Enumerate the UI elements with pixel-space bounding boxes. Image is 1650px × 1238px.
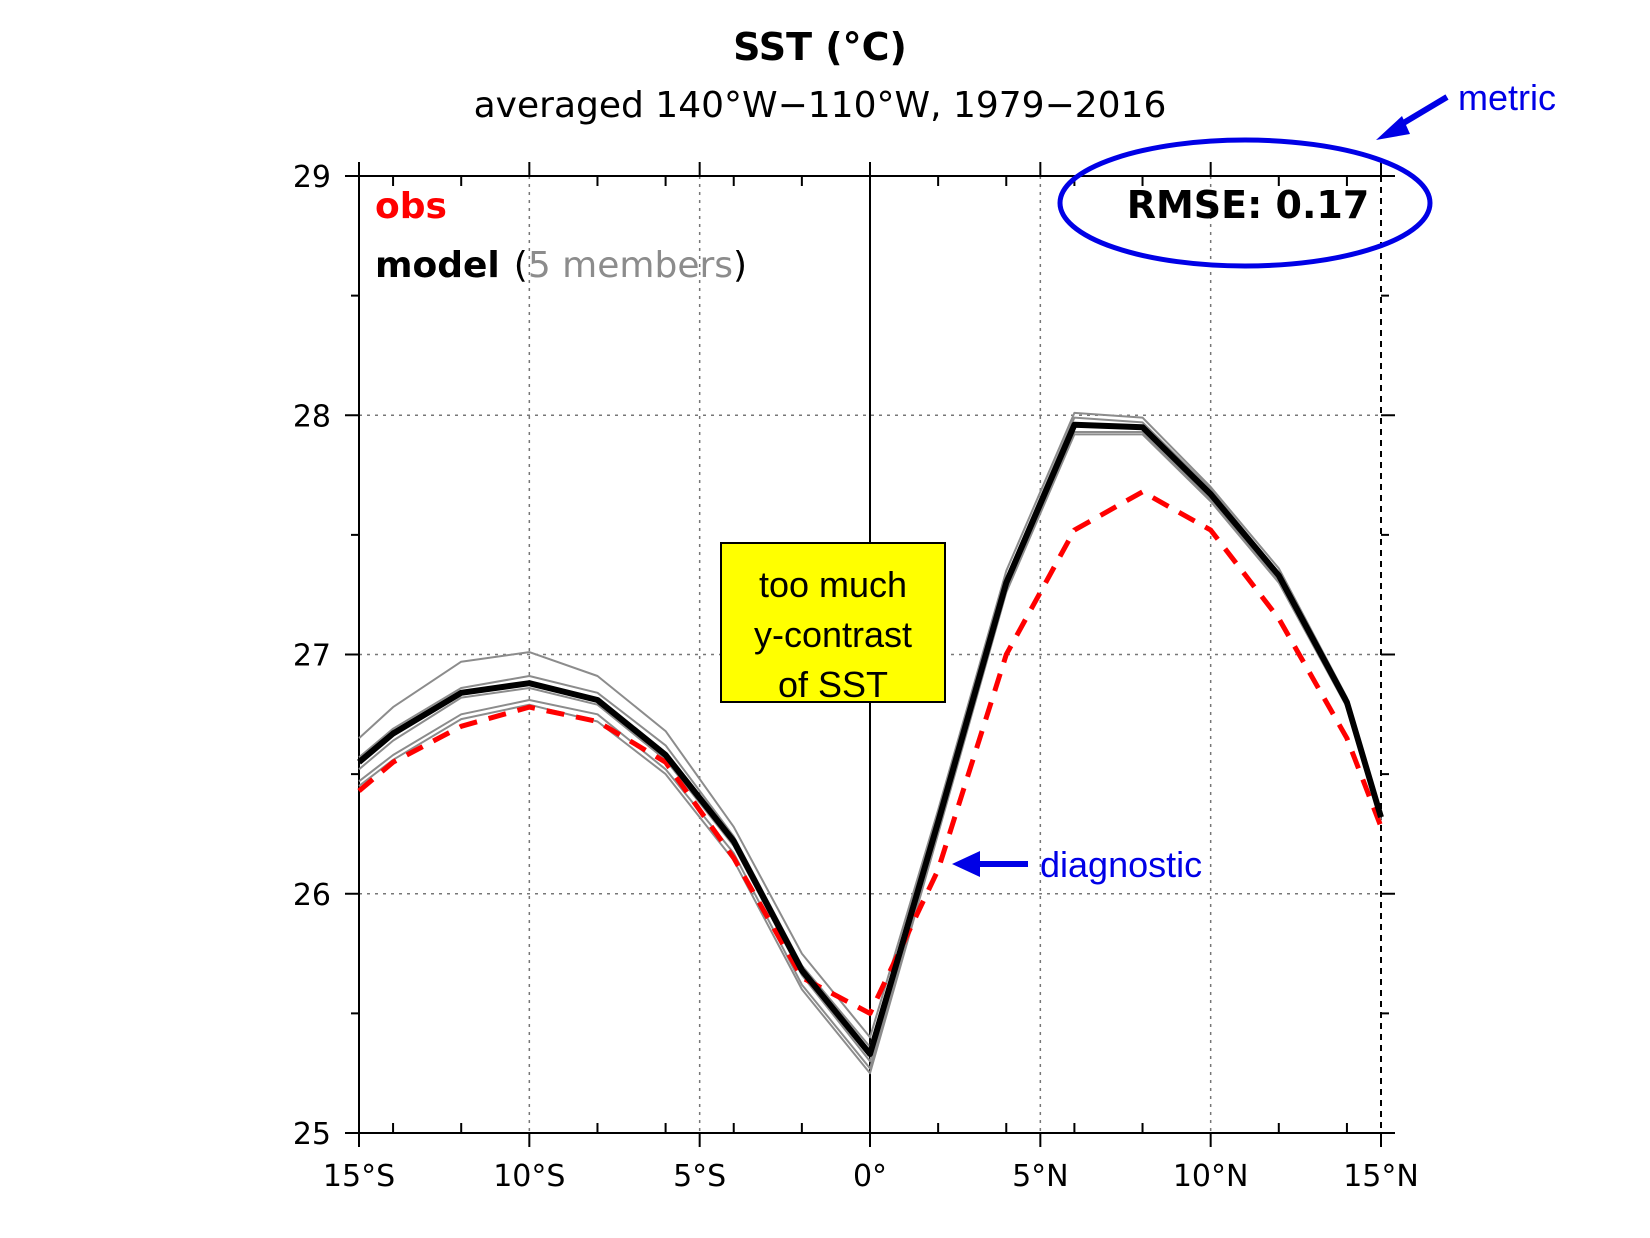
legend-model: model (5 members): [375, 245, 747, 286]
legend-paren-open: (: [514, 245, 528, 286]
member-line-4: [358, 431, 1382, 1070]
note-line-1: too much: [759, 564, 907, 605]
rmse-value: RMSE: 0.17: [1127, 183, 1370, 227]
member-line-1: [358, 411, 1382, 1039]
tick-label-layer: 15°S 10°S 5°S 0° 5°N 10°N 15°N 25 26 27 28 29: [293, 160, 1419, 1194]
chart-title: SST (°C): [733, 25, 907, 69]
x-tick-label: 15°S: [323, 1159, 395, 1194]
legend-model-label: model: [375, 245, 500, 286]
legend-obs: obs: [375, 186, 447, 227]
metric-annotation: metric: [1458, 77, 1556, 118]
y-tick-label: 27: [293, 639, 331, 674]
diagnostic-arrow-head: [952, 851, 980, 877]
member-line-5: [358, 433, 1382, 1075]
diagnostic-annotation: diagnostic: [1040, 844, 1202, 885]
y-tick-label: 29: [293, 160, 331, 195]
chart-subtitle: averaged 140°W−110°W, 1979−2016: [474, 85, 1167, 126]
legend-paren-close: ): [733, 245, 747, 286]
x-tick-label: 0°: [853, 1159, 887, 1194]
x-tick-label: 10°N: [1173, 1159, 1249, 1194]
note-line-3: of SST: [778, 664, 888, 705]
series-line-model: [357, 421, 1384, 1057]
y-tick-label: 26: [293, 878, 331, 913]
grid-layer: [359, 176, 1381, 1133]
series-layer: [357, 411, 1384, 1075]
x-tick-label: 5°S: [673, 1159, 726, 1194]
metric-highlight-ellipse: [1057, 137, 1433, 269]
series-line-obs: [357, 489, 1384, 1016]
x-tick-label: 5°N: [1012, 1159, 1069, 1194]
x-tick-label: 15°N: [1343, 1159, 1419, 1194]
legend-obs-label: obs: [375, 186, 447, 227]
note-box: [720, 542, 946, 703]
x-tick-label: 10°S: [493, 1159, 565, 1194]
y-tick-label: 28: [293, 399, 331, 434]
legend-members-label: 5 members: [528, 245, 733, 286]
metric-arrow-head: [1376, 116, 1410, 140]
y-tick-label: 25: [293, 1117, 331, 1152]
note-line-2: y-contrast: [754, 614, 912, 655]
